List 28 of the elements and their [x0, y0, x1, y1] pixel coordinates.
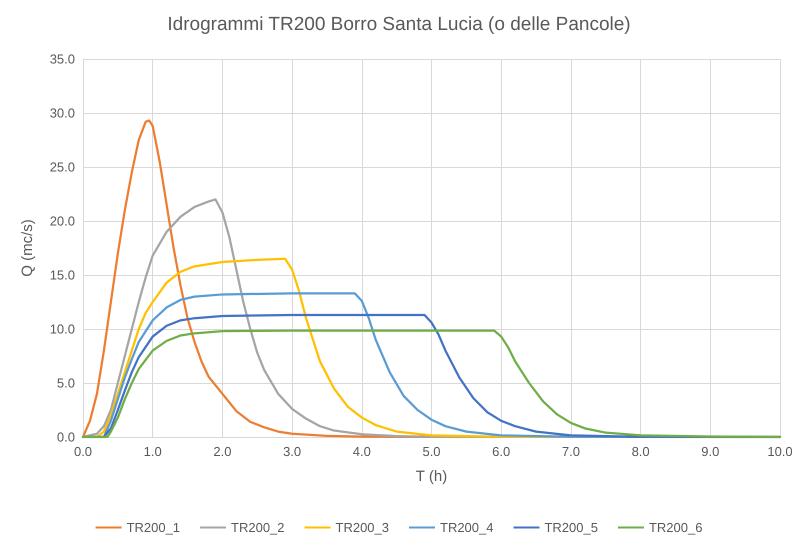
y-tick-label: 15.0: [50, 268, 75, 282]
legend-label: TR200_3: [336, 520, 390, 535]
y-tick-label: 30.0: [50, 106, 75, 120]
x-tick-label: 0.0: [74, 444, 92, 459]
x-tick-label: 2.0: [213, 444, 232, 459]
legend-label: TR200_2: [231, 520, 285, 535]
y-tick-label: 35.0: [50, 52, 75, 66]
legend-label: TR200_1: [126, 520, 180, 535]
y-axis-title: Q (mc/s): [19, 219, 36, 277]
y-tick-label: 20.0: [50, 214, 75, 228]
legend-label: TR200_4: [440, 520, 494, 535]
x-tick-label: 3.0: [283, 444, 302, 459]
x-tick-label: 7.0: [562, 444, 580, 459]
x-tick-label: 1.0: [144, 444, 162, 459]
legend-label: TR200_5: [544, 520, 598, 535]
chart-title: Idrogrammi TR200 Borro Santa Lucia (o delle Pancole): [167, 14, 631, 35]
x-tick-label: 8.0: [632, 444, 650, 459]
x-tick-label: 10.0: [767, 444, 793, 459]
x-axis-title: T (h): [416, 468, 448, 485]
legend-label: TR200_6: [648, 520, 702, 535]
x-tick-label: 6.0: [492, 444, 510, 459]
x-tick-label: 9.0: [701, 444, 720, 459]
y-tick-label: 10.0: [50, 322, 75, 336]
x-tick-label: 4.0: [352, 444, 371, 459]
x-tick-label: 5.0: [422, 444, 441, 459]
y-tick-label: 5.0: [56, 376, 75, 390]
y-tick-label: 0.0: [56, 430, 75, 444]
y-tick-label: 25.0: [50, 160, 75, 174]
